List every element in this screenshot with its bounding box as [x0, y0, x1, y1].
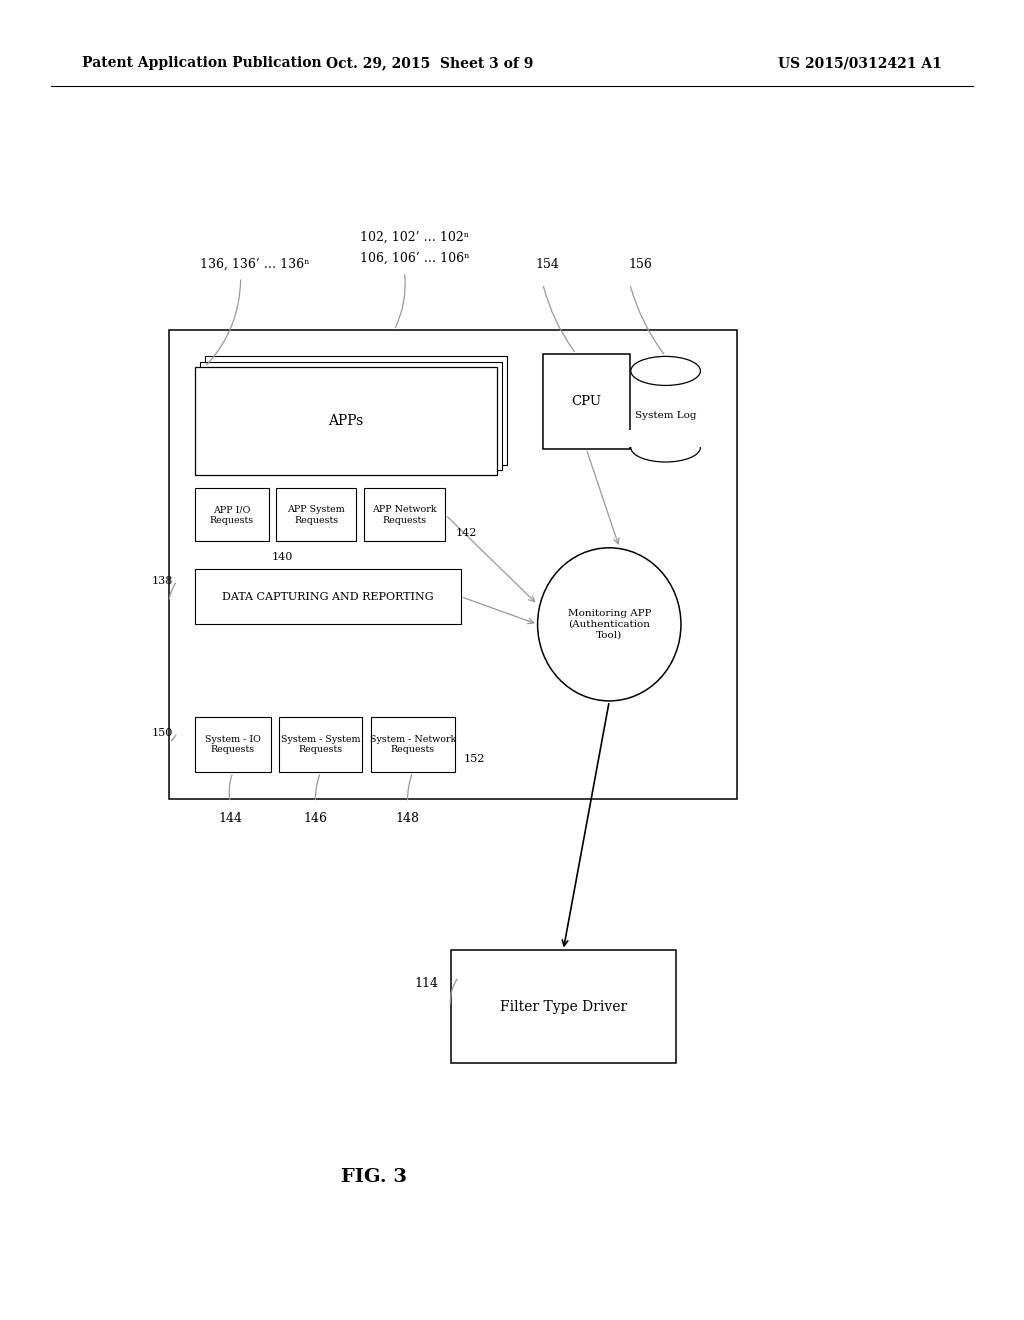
- Text: FIG. 3: FIG. 3: [341, 1168, 407, 1187]
- Text: APP I/O
Requests: APP I/O Requests: [210, 506, 254, 524]
- Text: US 2015/0312421 A1: US 2015/0312421 A1: [778, 57, 942, 70]
- Text: Oct. 29, 2015  Sheet 3 of 9: Oct. 29, 2015 Sheet 3 of 9: [327, 57, 534, 70]
- FancyBboxPatch shape: [195, 367, 497, 475]
- Text: CPU: CPU: [571, 395, 601, 408]
- Text: 144: 144: [218, 812, 243, 825]
- Text: System Log: System Log: [635, 412, 696, 420]
- Text: 136, 136’ … 136ⁿ: 136, 136’ … 136ⁿ: [200, 257, 309, 271]
- FancyBboxPatch shape: [195, 488, 269, 541]
- Text: DATA CAPTURING AND REPORTING: DATA CAPTURING AND REPORTING: [222, 591, 433, 602]
- Text: 146: 146: [303, 812, 328, 825]
- Ellipse shape: [631, 433, 700, 462]
- Text: 142: 142: [456, 528, 477, 539]
- Text: 106, 106’ … 106ⁿ: 106, 106’ … 106ⁿ: [359, 252, 470, 265]
- FancyBboxPatch shape: [279, 717, 362, 772]
- Text: APPs: APPs: [328, 414, 364, 428]
- FancyBboxPatch shape: [631, 356, 700, 447]
- Text: 102, 102’ … 102ⁿ: 102, 102’ … 102ⁿ: [360, 231, 469, 244]
- FancyBboxPatch shape: [629, 430, 702, 447]
- FancyBboxPatch shape: [195, 717, 271, 772]
- Text: 152: 152: [464, 754, 485, 764]
- FancyBboxPatch shape: [364, 488, 445, 541]
- Text: APP Network
Requests: APP Network Requests: [373, 506, 436, 524]
- FancyBboxPatch shape: [543, 354, 630, 449]
- Text: 154: 154: [536, 257, 560, 271]
- FancyBboxPatch shape: [169, 330, 737, 799]
- Text: System - IO
Requests: System - IO Requests: [205, 735, 261, 754]
- FancyBboxPatch shape: [195, 569, 461, 624]
- Text: 150: 150: [152, 727, 173, 738]
- Text: 140: 140: [271, 552, 293, 562]
- Ellipse shape: [631, 356, 700, 385]
- FancyBboxPatch shape: [371, 717, 455, 772]
- Text: Filter Type Driver: Filter Type Driver: [500, 999, 627, 1014]
- Text: System - Network
Requests: System - Network Requests: [370, 735, 456, 754]
- FancyBboxPatch shape: [276, 488, 356, 541]
- Text: 138: 138: [152, 576, 173, 586]
- FancyBboxPatch shape: [451, 950, 676, 1063]
- Text: 114: 114: [415, 977, 438, 990]
- Ellipse shape: [538, 548, 681, 701]
- FancyBboxPatch shape: [200, 362, 502, 470]
- Text: 148: 148: [395, 812, 420, 825]
- Text: System - System
Requests: System - System Requests: [281, 735, 360, 754]
- Text: APP System
Requests: APP System Requests: [288, 506, 345, 524]
- Text: Monitoring APP
(Authentication
Tool): Monitoring APP (Authentication Tool): [567, 610, 651, 639]
- Text: 156: 156: [628, 257, 652, 271]
- FancyBboxPatch shape: [205, 356, 507, 465]
- Text: Patent Application Publication: Patent Application Publication: [82, 57, 322, 70]
